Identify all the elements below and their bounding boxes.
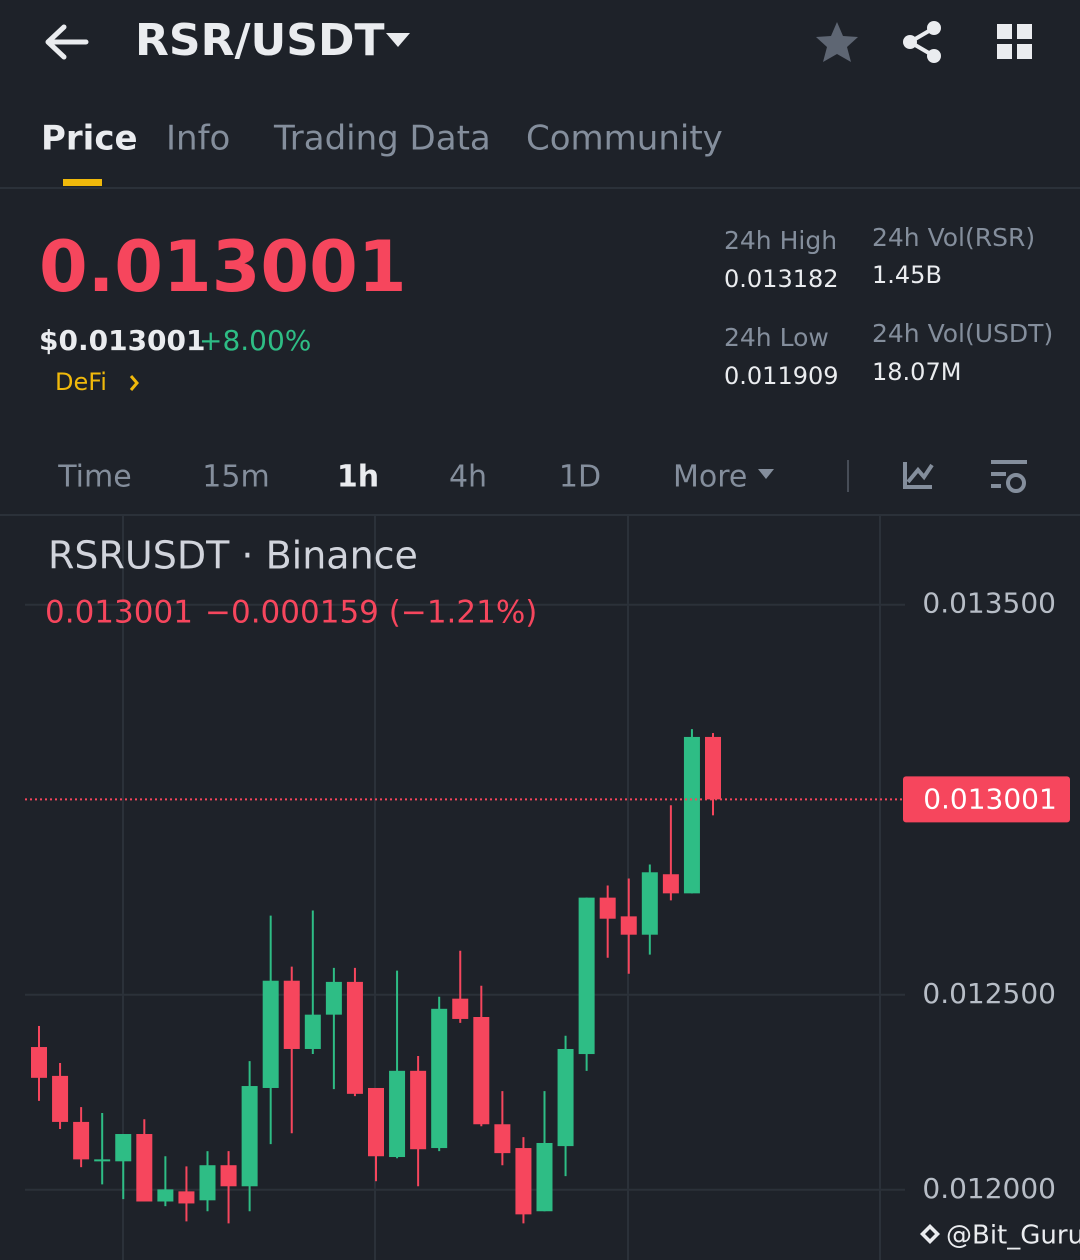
candle-body xyxy=(705,736,721,800)
last-price-badge xyxy=(903,776,1070,823)
back-button[interactable] xyxy=(45,24,89,60)
last-price-label: 0.013001 xyxy=(923,782,1057,815)
stat-value: 18.07M xyxy=(872,358,961,386)
stat-value: 0.013182 xyxy=(724,265,839,293)
candle-body xyxy=(346,981,363,1094)
chart-title: RSRUSDT · Binance xyxy=(48,534,418,578)
active-tab-indicator xyxy=(63,179,102,186)
tab[interactable]: Trading Data xyxy=(273,119,491,159)
settings-lines xyxy=(991,460,1027,488)
candlestick-chart: 0.013500 0.012500 0.012000 0.013001 xyxy=(25,587,1070,1224)
pair-dropdown[interactable] xyxy=(386,33,410,47)
candle-body xyxy=(641,872,658,935)
candle-body xyxy=(73,1121,90,1160)
indicator-icon[interactable] xyxy=(903,462,934,489)
candle-body xyxy=(536,1142,553,1212)
candle-body xyxy=(94,1159,111,1162)
grid-cell xyxy=(997,24,1012,39)
candle-body xyxy=(178,1191,195,1204)
candle-body xyxy=(494,1124,511,1154)
candle-body xyxy=(157,1189,174,1202)
candle-body xyxy=(304,1014,321,1049)
last-price: 0.013001 xyxy=(39,226,407,308)
y-tick-label: 0.013500 xyxy=(922,587,1056,620)
interval[interactable]: Time xyxy=(57,460,131,495)
candle-body xyxy=(389,1070,406,1158)
share-lines xyxy=(908,26,936,58)
y-tick-label: 0.012000 xyxy=(922,1172,1056,1205)
grid-cell xyxy=(1017,24,1032,39)
candle-body xyxy=(220,1165,237,1187)
candle-body xyxy=(199,1165,216,1201)
y-tick-label: 0.012500 xyxy=(922,977,1056,1010)
candle-body xyxy=(136,1134,153,1202)
candle-body xyxy=(241,1086,258,1187)
candle-body xyxy=(683,736,700,894)
interval[interactable]: More xyxy=(673,460,747,495)
chart-legend-price: 0.013001 xyxy=(45,595,193,631)
candle-body xyxy=(662,874,679,894)
interval[interactable]: 4h xyxy=(449,460,487,495)
share-button[interactable] xyxy=(903,21,941,63)
stat-label: 24h High xyxy=(724,226,837,255)
grid-cell xyxy=(997,44,1012,59)
tab[interactable]: Info xyxy=(166,119,230,159)
watermark: @Bit_Guru xyxy=(946,1221,1080,1251)
stat-label: 24h Vol(USDT) xyxy=(872,319,1053,348)
candle-body xyxy=(31,1047,47,1078)
tag-chevron xyxy=(129,375,139,391)
settings-icon[interactable] xyxy=(991,460,1027,493)
candle-body xyxy=(620,916,637,935)
candle-body xyxy=(452,998,469,1019)
interval[interactable]: 15m xyxy=(202,460,269,495)
stat-label: 24h Low xyxy=(724,323,829,352)
candle-body xyxy=(262,980,279,1088)
chart-legend-change: −0.000159 (−1.21%) xyxy=(205,595,537,631)
stat-value: 1.45B xyxy=(872,261,942,289)
grid-menu[interactable] xyxy=(997,24,1032,59)
candle-body xyxy=(115,1134,132,1162)
pair-title[interactable]: RSR/USDT xyxy=(135,15,384,66)
candle-body xyxy=(578,897,595,1055)
candle-body xyxy=(431,1008,448,1149)
candle-body xyxy=(599,897,616,919)
candle-body xyxy=(52,1075,69,1122)
grid-cell xyxy=(1017,44,1032,59)
stat-value: 0.011909 xyxy=(724,362,839,390)
interval[interactable]: 1D xyxy=(559,460,601,495)
stat-label: 24h Vol(RSR) xyxy=(872,223,1035,252)
tag[interactable]: DeFi xyxy=(55,368,107,396)
candle-body xyxy=(283,980,300,1049)
candle-body xyxy=(368,1087,384,1157)
tab[interactable]: Price xyxy=(41,119,138,159)
candle-body xyxy=(473,1016,490,1125)
more-dropdown[interactable] xyxy=(758,469,774,479)
candle-body xyxy=(557,1048,574,1147)
candle-body xyxy=(515,1148,532,1215)
candle-body xyxy=(410,1070,427,1150)
favorite-star[interactable] xyxy=(816,22,858,62)
candle-body xyxy=(325,981,342,1015)
usd-price: $0.013001 xyxy=(39,324,206,357)
tab[interactable]: Community xyxy=(526,119,723,159)
back-arrow xyxy=(45,24,89,60)
price-change: +8.00% xyxy=(199,324,311,357)
interval[interactable]: 1h xyxy=(337,460,379,495)
settings-gear xyxy=(1006,473,1026,493)
watermark-logo xyxy=(920,1224,940,1244)
